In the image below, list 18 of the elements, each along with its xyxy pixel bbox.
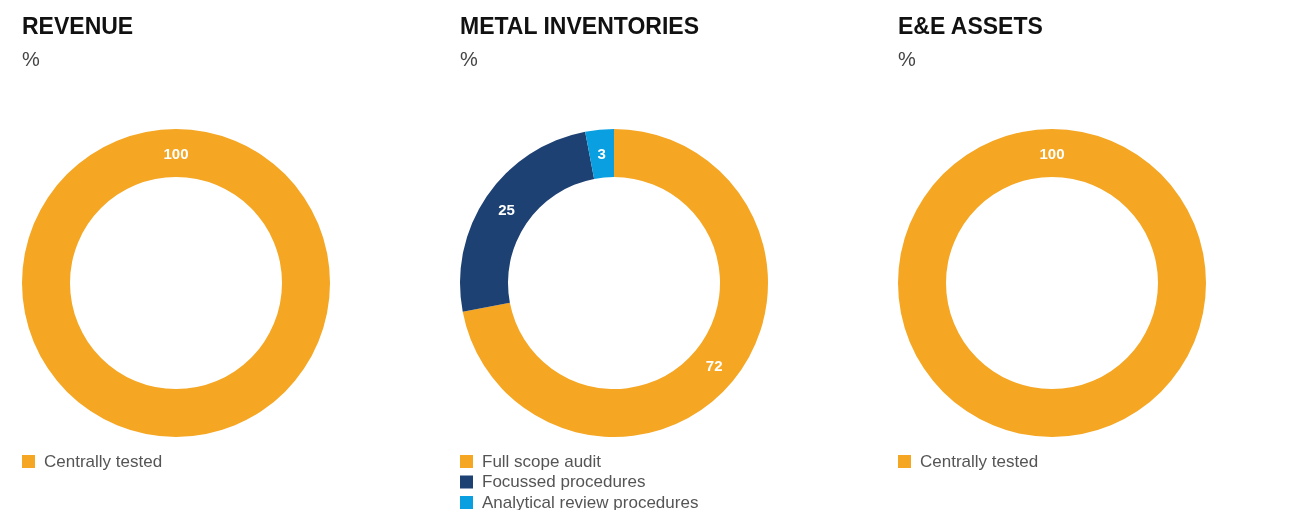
legend-label: Full scope audit [482,451,602,471]
legend-label: Centrally tested [920,451,1039,471]
donut-slice [462,129,768,437]
chart-title: REVENUE [22,13,134,39]
data-label: 25 [498,201,515,219]
data-label: 72 [705,357,723,375]
donut-slice [585,129,614,179]
chart-subtitle: % [22,48,40,70]
data-label: 100 [163,144,189,162]
donut-slice [460,131,595,312]
data-label: 100 [1039,144,1065,162]
legend-label: Focussed procedures [482,472,646,491]
legend-label: Centrally tested [44,451,163,471]
chart-subtitle: % [898,48,916,70]
chart-title: E&E ASSETS [898,13,1043,39]
data-label: 3 [597,145,606,163]
chart-subtitle: % [460,48,478,70]
chart-title: METAL INVENTORIES [460,13,699,39]
